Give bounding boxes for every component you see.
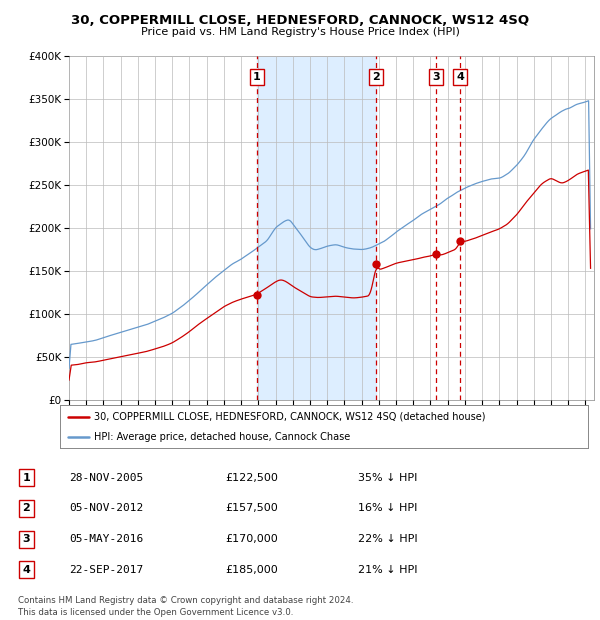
Text: £157,500: £157,500 bbox=[225, 503, 278, 513]
Text: 16% ↓ HPI: 16% ↓ HPI bbox=[358, 503, 417, 513]
Text: £122,500: £122,500 bbox=[225, 472, 278, 483]
Text: 3: 3 bbox=[23, 534, 30, 544]
Text: 21% ↓ HPI: 21% ↓ HPI bbox=[358, 565, 417, 575]
Text: 35% ↓ HPI: 35% ↓ HPI bbox=[358, 472, 417, 483]
Text: 28-NOV-2005: 28-NOV-2005 bbox=[70, 472, 144, 483]
Bar bbox=[257, 56, 376, 400]
Text: 30, COPPERMILL CLOSE, HEDNESFORD, CANNOCK, WS12 4SQ (detached house): 30, COPPERMILL CLOSE, HEDNESFORD, CANNOC… bbox=[94, 412, 486, 422]
Text: HPI: Average price, detached house, Cannock Chase: HPI: Average price, detached house, Cann… bbox=[94, 432, 350, 442]
Text: Price paid vs. HM Land Registry's House Price Index (HPI): Price paid vs. HM Land Registry's House … bbox=[140, 27, 460, 37]
Text: 22% ↓ HPI: 22% ↓ HPI bbox=[358, 534, 417, 544]
Text: £170,000: £170,000 bbox=[225, 534, 278, 544]
Text: £185,000: £185,000 bbox=[225, 565, 278, 575]
Text: 05-MAY-2016: 05-MAY-2016 bbox=[70, 534, 144, 544]
Text: 22-SEP-2017: 22-SEP-2017 bbox=[70, 565, 144, 575]
Text: This data is licensed under the Open Government Licence v3.0.: This data is licensed under the Open Gov… bbox=[18, 608, 293, 617]
Text: 3: 3 bbox=[433, 73, 440, 82]
Text: 05-NOV-2012: 05-NOV-2012 bbox=[70, 503, 144, 513]
Text: 4: 4 bbox=[456, 73, 464, 82]
Text: 1: 1 bbox=[23, 472, 30, 483]
Text: 2: 2 bbox=[372, 73, 380, 82]
Text: 1: 1 bbox=[253, 73, 260, 82]
Text: 4: 4 bbox=[22, 565, 31, 575]
Text: 30, COPPERMILL CLOSE, HEDNESFORD, CANNOCK, WS12 4SQ: 30, COPPERMILL CLOSE, HEDNESFORD, CANNOC… bbox=[71, 14, 529, 27]
Text: 2: 2 bbox=[23, 503, 30, 513]
Text: Contains HM Land Registry data © Crown copyright and database right 2024.: Contains HM Land Registry data © Crown c… bbox=[18, 596, 353, 606]
